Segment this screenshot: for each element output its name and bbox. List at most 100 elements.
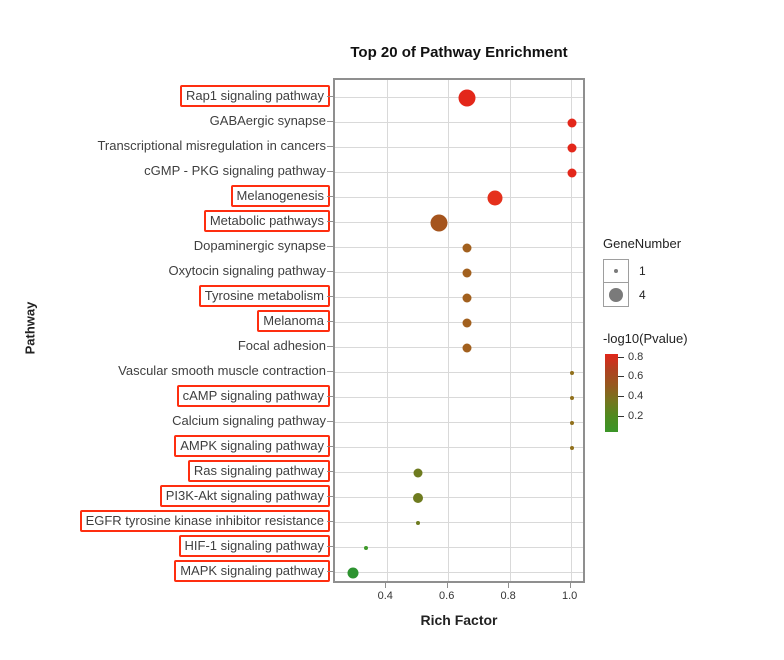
y-tick-mark [327, 120, 333, 122]
data-point [569, 445, 574, 450]
size-legend-dot [614, 269, 618, 273]
chart-title: Top 20 of Pathway Enrichment [350, 44, 568, 61]
y-tick-mark [327, 445, 333, 447]
gridline-horizontal [335, 122, 583, 123]
size-legend-title: GeneNumber [603, 236, 682, 251]
y-tick-mark [327, 370, 333, 372]
x-tick-mark [569, 583, 571, 588]
y-tick-mark [327, 295, 333, 297]
y-tick-mark [327, 495, 333, 497]
colorbar-wrap: 0.8 0.6 0.4 0.2 [603, 351, 773, 434]
gridline-horizontal [335, 297, 583, 298]
data-point [363, 545, 368, 550]
y-tick-mark [327, 420, 333, 422]
data-point [347, 567, 359, 578]
size-legend-item: 1 [603, 259, 773, 283]
gridline-horizontal [335, 547, 583, 548]
data-point [413, 468, 423, 477]
y-axis-label: Dopaminergic synapse [193, 237, 326, 253]
x-tick-label: 1.0 [561, 590, 578, 602]
size-legend-label: 1 [639, 264, 646, 278]
y-axis-label-highlighted: Melanogenesis [230, 184, 330, 207]
colorbar-tick-mark [618, 416, 624, 417]
y-tick-mark [327, 95, 333, 97]
data-point [462, 318, 472, 327]
gridline-horizontal [335, 247, 583, 248]
y-axis-label: Vascular smooth muscle contraction [118, 362, 326, 378]
plot-area [333, 78, 585, 583]
data-point [462, 343, 472, 352]
y-tick-mark [327, 145, 333, 147]
y-tick-mark [327, 395, 333, 397]
gridline-horizontal [335, 397, 583, 398]
x-tick-mark [385, 583, 387, 588]
y-axis-label-highlighted: EGFR tyrosine kinase inhibitor resistanc… [79, 509, 330, 532]
size-legend-swatch [603, 259, 629, 283]
gridline-horizontal [335, 172, 583, 173]
y-tick-mark [327, 345, 333, 347]
y-axis-label: GABAergic synapse [209, 112, 326, 128]
gridline-horizontal [335, 147, 583, 148]
y-axis-label-highlighted: HIF-1 signaling pathway [178, 534, 330, 557]
colorbar-tick-mark [618, 376, 624, 377]
size-legend-swatch [603, 283, 629, 307]
colorbar-tick-mark [618, 396, 624, 397]
y-tick-mark [327, 520, 333, 522]
y-tick-mark [327, 245, 333, 247]
gridline-horizontal [335, 197, 583, 198]
y-tick-mark [327, 570, 333, 572]
colorbar-tick-label: 0.6 [628, 370, 644, 382]
y-axis-label: Focal adhesion [237, 337, 326, 353]
data-point [569, 420, 574, 425]
data-point [462, 268, 472, 277]
x-axis-title: Rich Factor [420, 612, 498, 628]
gridline-horizontal [335, 522, 583, 523]
data-point [458, 89, 476, 106]
data-point [569, 395, 574, 400]
gridline-horizontal [335, 222, 583, 223]
y-axis-label-highlighted: Ras signaling pathway [187, 459, 330, 482]
y-axis-label-highlighted: Melanoma [257, 309, 330, 332]
gridline-horizontal [335, 447, 583, 448]
data-point [462, 293, 472, 302]
y-axis-label: cGMP - PKG signaling pathway [144, 162, 326, 178]
y-axis-label-highlighted: MAPK signaling pathway [174, 559, 330, 582]
y-axis-label: Transcriptional misregulation in cancers [97, 137, 326, 153]
gridline-vertical [386, 80, 388, 581]
size-legend-dot [609, 287, 623, 302]
gridline-horizontal [335, 322, 583, 323]
y-axis-label: Oxytocin signaling pathway [168, 262, 326, 278]
colorbar-tick-label: 0.2 [628, 410, 644, 422]
y-tick-mark [327, 270, 333, 272]
x-tick-label: 0.6 [439, 590, 455, 602]
size-legend-label: 4 [639, 288, 646, 302]
colorbar-tick-label: 0.8 [628, 351, 644, 363]
data-point [487, 190, 503, 205]
colorbar-gradient [605, 354, 618, 432]
gridline-horizontal [335, 497, 583, 498]
y-axis-label-highlighted: Metabolic pathways [203, 209, 330, 232]
y-axis-label-highlighted: Rap1 signaling pathway [179, 84, 330, 107]
colorbar-tick-label: 0.4 [628, 390, 644, 402]
y-axis-label: Calcium signaling pathway [172, 412, 326, 428]
x-tick-mark [508, 583, 510, 588]
data-point [412, 492, 423, 503]
y-axis-label-highlighted: Tyrosine metabolism [198, 284, 330, 307]
y-tick-mark [327, 220, 333, 222]
gridline-horizontal [335, 572, 583, 573]
y-axis-label-highlighted: AMPK signaling pathway [174, 434, 330, 457]
y-tick-mark [327, 470, 333, 472]
data-point [415, 520, 420, 525]
data-point [430, 214, 448, 231]
gridline-vertical [448, 80, 450, 581]
gridline-vertical [571, 80, 573, 581]
gridline-vertical [509, 80, 511, 581]
y-axis-label-highlighted: cAMP signaling pathway [176, 384, 330, 407]
color-legend-title: -log10(Pvalue) [603, 331, 688, 346]
y-tick-mark [327, 195, 333, 197]
data-point [567, 168, 577, 177]
data-point [569, 370, 574, 375]
